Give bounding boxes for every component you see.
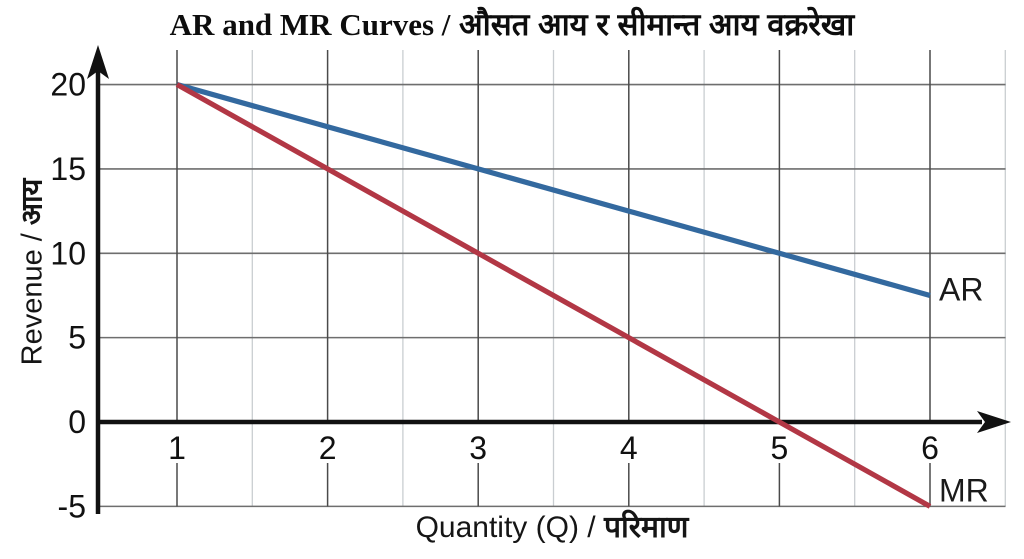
y-tick-label: 10 [50,235,86,271]
y-axis-label-nepali: आय [16,178,49,226]
x-axis-label-english: Quantity (Q) / [415,511,596,544]
x-tick-label: 2 [319,430,337,466]
y-axis-label-english: Revenue / [16,233,49,366]
y-tick-label: 15 [50,151,86,187]
x-tick-label: 5 [771,430,789,466]
ar-line [176,82,931,298]
x-tick-label: 1 [168,430,186,466]
x-tick-label: 6 [921,430,939,466]
x-tick-label: 4 [620,430,638,466]
chart-title-english: AR and MR Curves / [169,7,451,42]
y-tick-label: 0 [68,404,86,440]
chart-title-nepali: औसत आय र सीमान्त आय वक्ररेखा [459,7,855,42]
chart-title: AR and MR Curves / औसत आय र सीमान्त आय व… [0,3,1024,45]
x-tick-label: 3 [469,430,487,466]
y-axis-label: Revenue / आय [12,179,51,366]
ar-curve-label: AR [939,271,983,307]
y-tick-label: -5 [58,488,86,524]
y-tick-label: 20 [50,67,86,103]
x-axis-arrowhead [977,411,1011,433]
mr-line [175,82,932,509]
y-tick-label: 5 [68,320,86,356]
mr-curve-label: MR [939,472,989,508]
x-axis-label-nepali: परिमाण [603,511,689,544]
x-axis-label: Quantity (Q) / परिमाण [98,505,1006,546]
y-axis-arrowhead [87,45,109,79]
